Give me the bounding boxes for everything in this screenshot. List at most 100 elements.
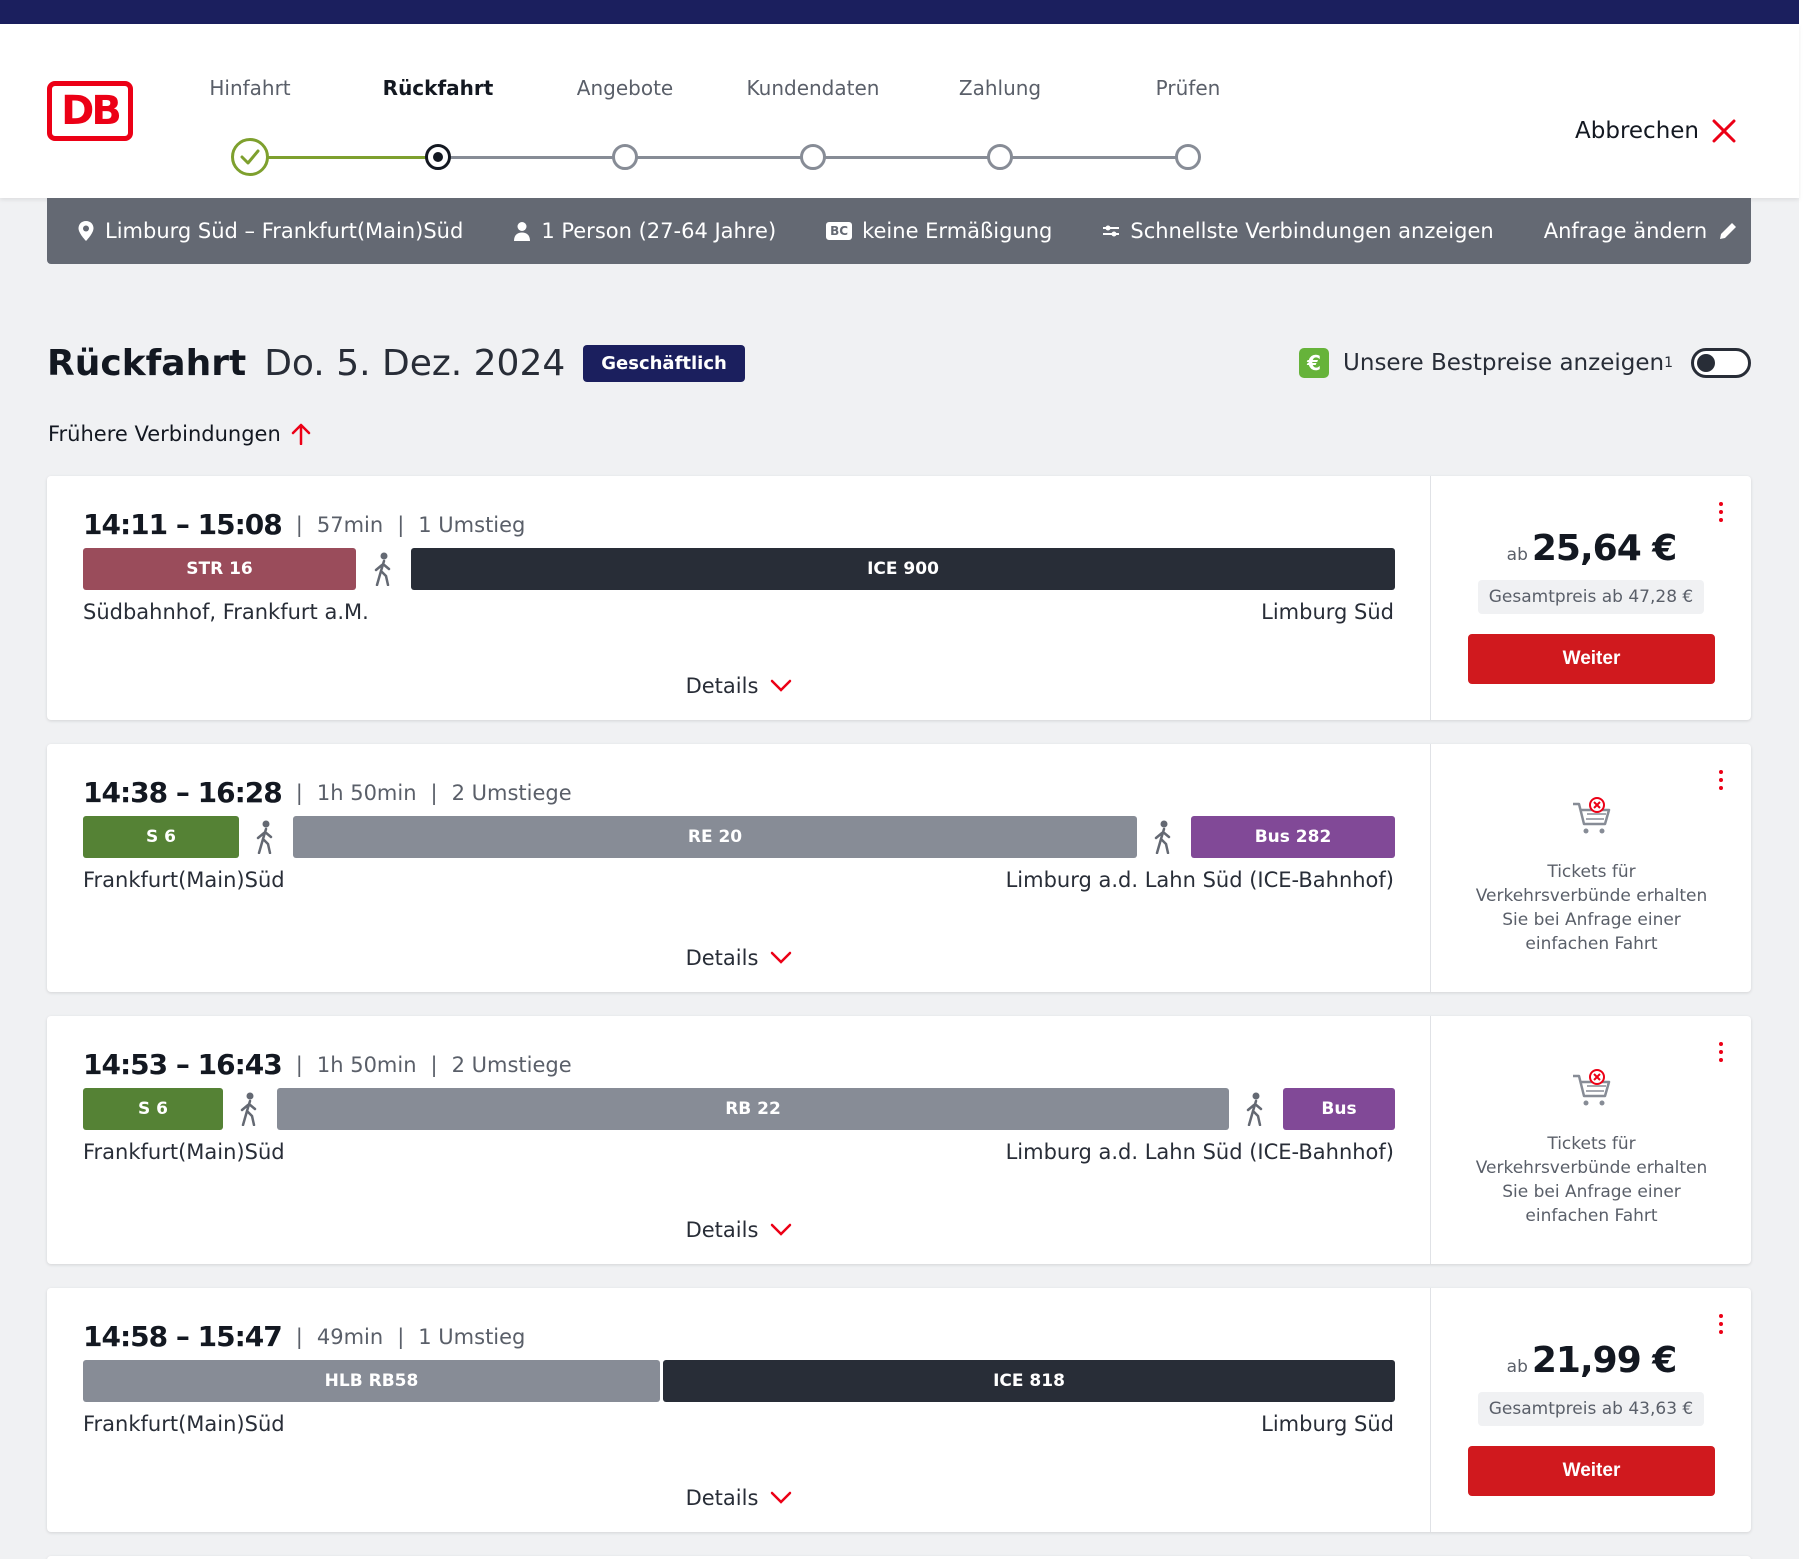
bestprice-toggle[interactable] — [1691, 348, 1751, 378]
step-open-icon — [800, 144, 826, 170]
departure-time: 14:58 — [83, 1320, 168, 1353]
connection-info: 14:53 – 16:43 | 1h 50min | 2 Umstiege S 6 … — [47, 1016, 1431, 1264]
connection-card-partial — [47, 1556, 1751, 1559]
booking-header: DB Hinfahrt Rückfahrt Angebote Kundendat… — [0, 24, 1799, 198]
connection-times: 14:11 – 15:08 | 57min | 1 Umstieg — [83, 508, 526, 541]
step-kundendaten: Kundendaten — [723, 76, 903, 170]
segment-bar[interactable]: Bus — [1283, 1088, 1395, 1130]
euro-icon: € — [1299, 348, 1330, 378]
persons-summary: 1 Person (27-64 Jahre) — [513, 219, 776, 243]
arrow-up-icon — [291, 423, 311, 445]
details-toggle[interactable]: Details — [47, 946, 1431, 970]
chevron-down-icon — [771, 951, 792, 964]
step-angebote: Angebote — [535, 76, 715, 170]
connection-times: 14:58 – 15:47 | 49min | 1 Umstieg — [83, 1320, 526, 1353]
origin-station: Südbahnhof, Frankfurt a.M. — [83, 600, 369, 624]
segment-bar[interactable]: S 6 — [83, 1088, 223, 1130]
changes-count: 1 Umstieg — [418, 512, 526, 537]
destination-station: Limburg a.d. Lahn Süd (ICE-Bahnhof) — [1005, 1140, 1394, 1164]
details-toggle[interactable]: Details — [47, 1486, 1431, 1510]
step-open-icon — [612, 144, 638, 170]
offer-panel: Tickets für Verkehrsverbünde erhalten Si… — [1432, 744, 1751, 992]
pencil-icon — [1720, 223, 1737, 239]
segment-bar[interactable]: RB 22 — [277, 1088, 1229, 1130]
more-options-icon[interactable] — [1717, 502, 1725, 526]
earlier-connections-link[interactable]: Frühere Verbindungen — [48, 422, 311, 446]
changes-count: 2 Umstiege — [451, 1052, 572, 1077]
page-title: Rückfahrt — [47, 342, 247, 384]
total-price: Gesamtpreis ab 47,28 € — [1478, 580, 1704, 614]
fastest-text: Schnellste Verbindungen anzeigen — [1130, 219, 1494, 243]
arrival-time: 15:08 — [197, 508, 283, 541]
step-rueckfahrt[interactable]: Rückfahrt — [348, 76, 528, 170]
walking-icon — [374, 552, 391, 586]
origin-station: Frankfurt(Main)Süd — [83, 868, 285, 892]
segment-bar[interactable]: STR 16 — [83, 548, 356, 590]
changes-count: 1 Umstieg — [418, 1324, 526, 1349]
walking-icon — [1246, 1092, 1263, 1126]
details-label: Details — [685, 1486, 759, 1510]
step-zahlung: Zahlung — [910, 76, 1090, 170]
cart-unavailable-icon — [1573, 1069, 1611, 1106]
origin-station: Frankfurt(Main)Süd — [83, 1140, 285, 1164]
destination-station: Limburg Süd — [1261, 1412, 1394, 1436]
total-price: Gesamtpreis ab 43,63 € — [1478, 1392, 1704, 1426]
travel-date: Do. 5. Dez. 2024 — [264, 342, 566, 384]
segment-bar[interactable]: S 6 — [83, 816, 239, 858]
title-row: Rückfahrt Do. 5. Dez. 2024 Geschäftlich … — [47, 338, 1751, 388]
more-options-icon[interactable] — [1717, 1042, 1725, 1066]
segment-bar[interactable]: Bus 282 — [1191, 816, 1395, 858]
segment-bar[interactable]: HLB RB58 — [83, 1360, 660, 1402]
search-summary-bar: Limburg Süd – Frankfurt(Main)Süd 1 Perso… — [47, 198, 1751, 264]
segment-bar[interactable]: ICE 818 — [663, 1360, 1395, 1402]
duration: 57min — [316, 512, 384, 537]
chevron-down-icon — [771, 679, 792, 692]
chevron-down-icon — [771, 1223, 792, 1236]
details-toggle[interactable]: Details — [47, 1218, 1431, 1242]
step-hinfahrt[interactable]: Hinfahrt — [160, 76, 340, 176]
travel-purpose-badge: Geschäftlich — [583, 344, 745, 382]
duration: 1h 50min — [316, 780, 417, 805]
price-value: 25,64 € — [1531, 528, 1677, 569]
details-toggle[interactable]: Details — [47, 674, 1431, 698]
price-prefix: ab — [1506, 545, 1528, 565]
segment-bar[interactable]: RE 20 — [293, 816, 1137, 858]
price: ab 21,99 € — [1432, 1340, 1751, 1381]
sliders-icon — [1103, 225, 1120, 237]
departure-time: 14:11 — [83, 508, 168, 541]
changes-count: 2 Umstiege — [451, 780, 572, 805]
change-request-button[interactable]: Anfrage ändern — [1544, 219, 1740, 243]
connection-times: 14:38 – 16:28 | 1h 50min | 2 Umstiege — [83, 776, 572, 809]
more-options-icon[interactable] — [1717, 770, 1725, 794]
continue-button[interactable]: Weiter — [1468, 1446, 1715, 1496]
top-accent-bar — [0, 0, 1799, 24]
db-logo-text: DB — [61, 88, 122, 134]
continue-button[interactable]: Weiter — [1468, 634, 1715, 684]
bahncard-icon: BC — [826, 222, 853, 240]
earlier-connections-label: Frühere Verbindungen — [48, 422, 281, 446]
person-icon — [514, 222, 531, 241]
journey-segments: HLB RB58 ICE 818 — [83, 1360, 1395, 1402]
offer-panel: ab 25,64 € Gesamtpreis ab 47,28 € Weiter — [1432, 476, 1751, 720]
more-options-icon[interactable] — [1717, 1314, 1725, 1338]
progress-steps: Hinfahrt Rückfahrt Angebote Kundendaten … — [190, 76, 1220, 176]
cancel-button[interactable]: Abbrechen — [1575, 118, 1737, 144]
cancel-label: Abbrechen — [1575, 118, 1699, 144]
origin-station: Frankfurt(Main)Süd — [83, 1412, 285, 1436]
route-summary: Limburg Süd – Frankfurt(Main)Süd — [77, 219, 463, 243]
arrival-time: 16:43 — [197, 1048, 283, 1081]
chevron-down-icon — [771, 1491, 792, 1504]
close-icon — [1712, 119, 1736, 143]
cart-unavailable-icon — [1573, 797, 1611, 834]
connection-card: 14:58 – 15:47 | 49min | 1 Umstieg HLB RB58… — [47, 1288, 1751, 1532]
step-label: Prüfen — [1155, 76, 1221, 100]
walking-icon — [240, 1092, 257, 1126]
db-logo[interactable]: DB — [47, 81, 133, 141]
departure-time: 14:53 — [83, 1048, 168, 1081]
bestprice-footnote: 1 — [1664, 355, 1673, 371]
details-label: Details — [685, 1218, 759, 1242]
segment-bar[interactable]: ICE 900 — [411, 548, 1395, 590]
price: ab 25,64 € — [1432, 528, 1751, 569]
scrollbar-gutter — [1799, 0, 1814, 1559]
step-label: Zahlung — [958, 76, 1042, 100]
